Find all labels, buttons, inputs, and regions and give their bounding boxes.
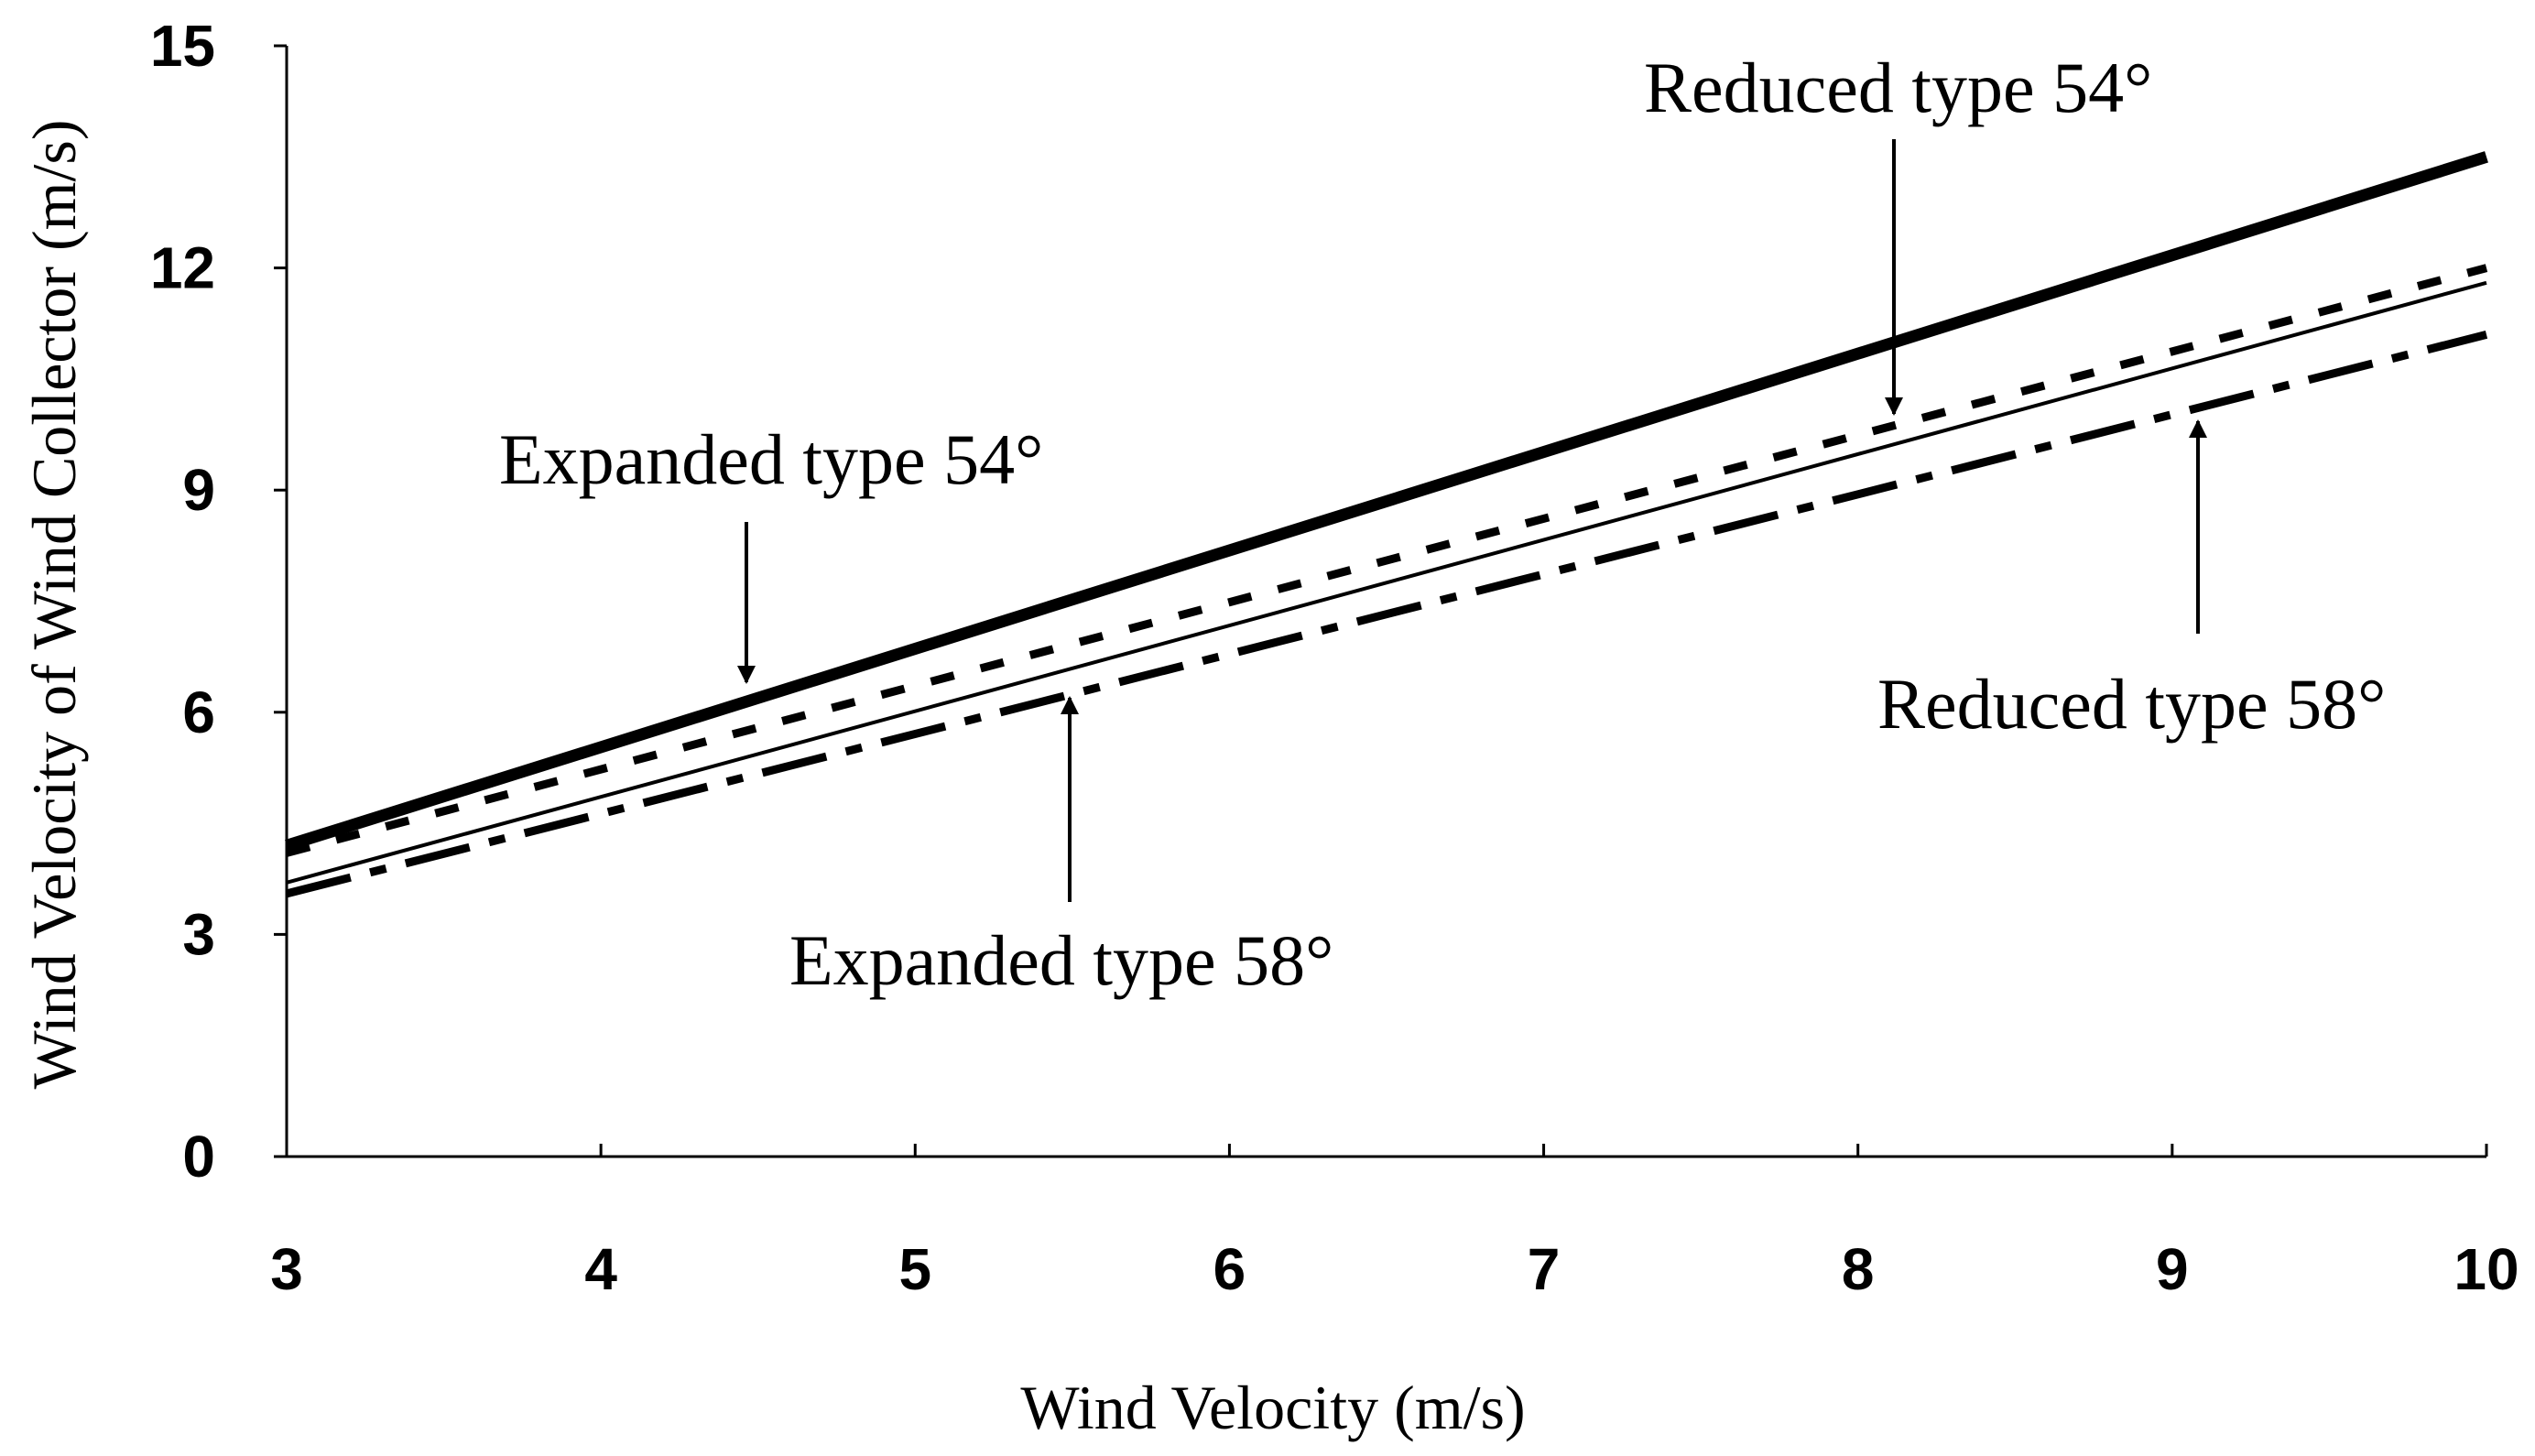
annotation-label-expanded-54: Expanded type 54° (499, 419, 1043, 499)
x-tick-label: 7 (1528, 1236, 1561, 1302)
x-tick-label: 9 (2156, 1236, 2189, 1302)
y-tick-label: 9 (182, 457, 215, 523)
x-tick-label: 3 (270, 1236, 303, 1302)
y-tick-label: 15 (150, 13, 215, 79)
y-tick-label: 0 (182, 1124, 215, 1190)
y-axis-title: Wind Velocity of Wind Collector (m/s) (19, 119, 89, 1089)
x-tick-label: 10 (2453, 1236, 2519, 1302)
x-tick-label: 8 (1842, 1236, 1875, 1302)
x-tick-label: 4 (584, 1236, 617, 1302)
annotation-label-expanded-58: Expanded type 58° (789, 920, 1333, 1000)
series-line-reduced-type-58 (285, 331, 2488, 898)
series-line-expanded-type-58 (286, 280, 2487, 885)
x-tick-label: 5 (898, 1236, 931, 1302)
y-tick-label: 3 (182, 901, 215, 967)
annotation-label-reduced-54: Reduced type 54° (1644, 48, 2152, 127)
series-line-expanded-type-54 (285, 151, 2488, 852)
y-tick-label: 12 (150, 235, 215, 301)
x-axis-title: Wind Velocity (m/s) (1020, 1373, 1525, 1442)
annotation-label-reduced-58: Reduced type 58° (1877, 664, 2386, 744)
x-tick-label: 6 (1213, 1236, 1246, 1302)
y-tick-label: 6 (182, 679, 215, 745)
series-line-reduced-type-54 (285, 264, 2488, 857)
